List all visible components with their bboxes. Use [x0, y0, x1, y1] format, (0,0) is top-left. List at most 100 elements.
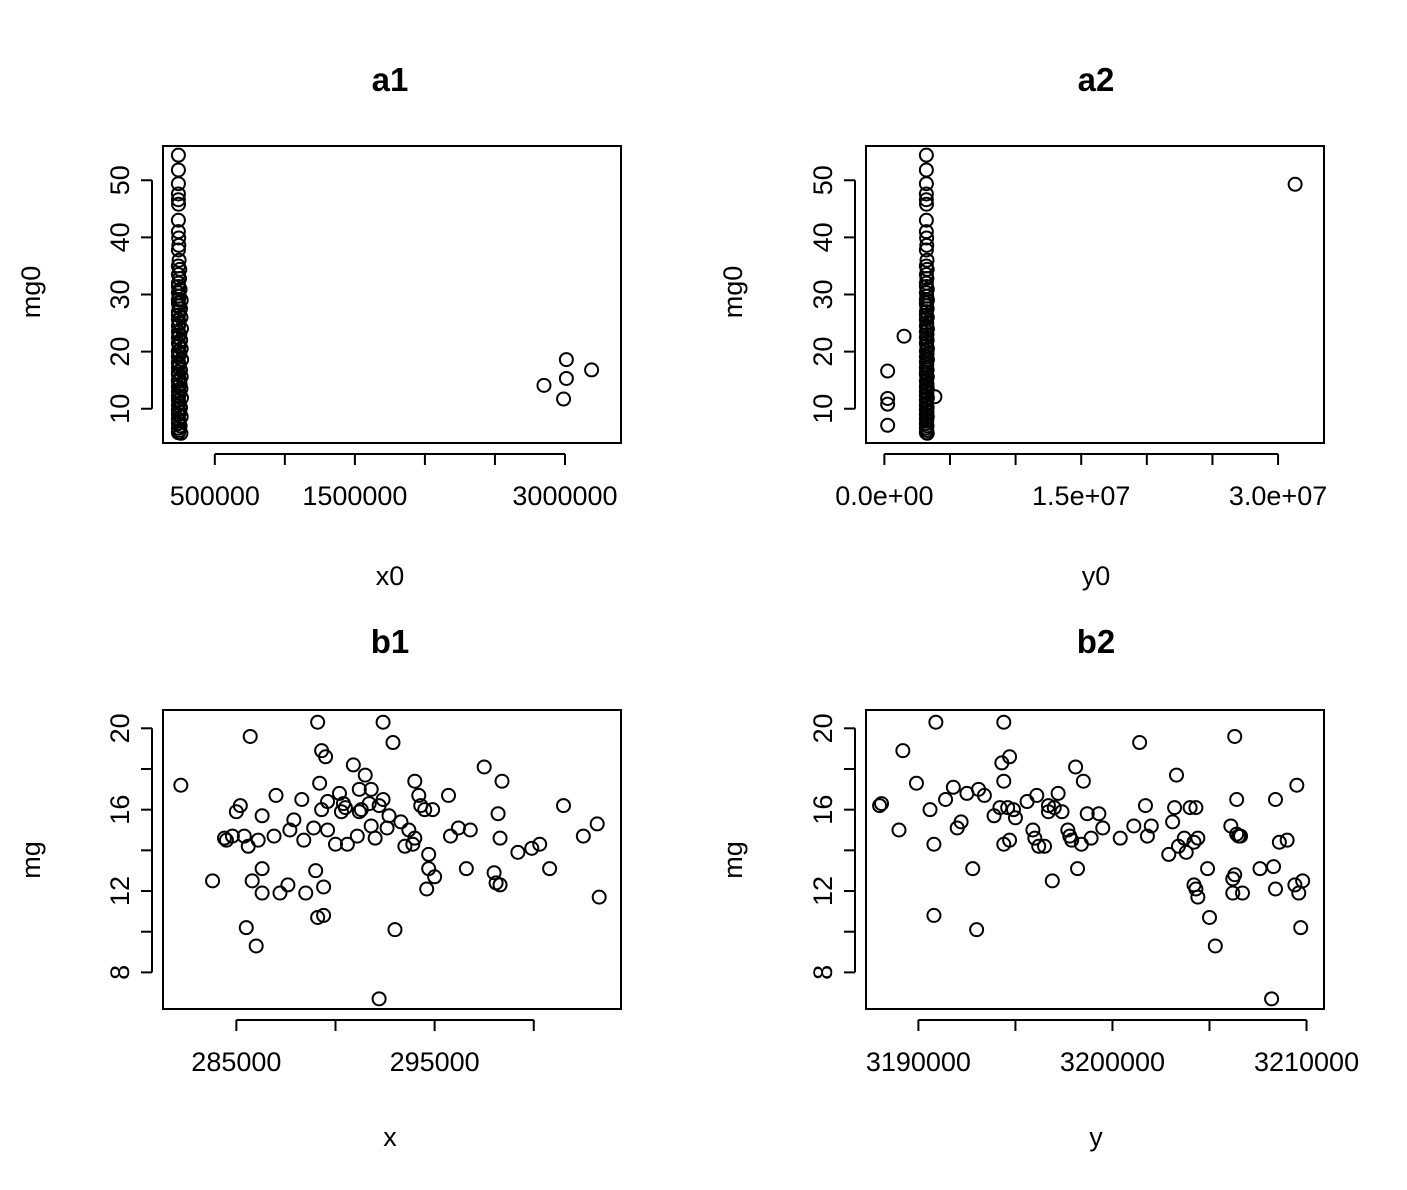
- data-point: [965, 861, 981, 877]
- data-point: [872, 798, 888, 814]
- data-point: [969, 922, 985, 938]
- data-point: [1031, 838, 1047, 854]
- x-tick-label: 3190000: [866, 1047, 971, 1077]
- data-point: [1064, 832, 1080, 848]
- data-point: [922, 802, 938, 818]
- plot-frame-a2: [865, 145, 1325, 444]
- data-point: [1227, 728, 1243, 744]
- data-point: [268, 787, 284, 803]
- y-tick-label: 40: [105, 222, 135, 252]
- panel-a2: a2 y0 mg0 0.0e+00 1.5e+07 3.0e+07 10 20 30 40 5…: [718, 61, 1327, 591]
- data-point: [375, 791, 391, 807]
- y-tick-label: 20: [808, 337, 838, 367]
- xlabel-b2: y: [1089, 1122, 1103, 1152]
- data-point: [458, 861, 474, 877]
- data-point: [419, 881, 435, 897]
- data-point: [492, 830, 508, 846]
- data-point: [421, 846, 437, 862]
- data-point: [1190, 830, 1206, 846]
- data-point: [1287, 877, 1303, 893]
- data-point: [1029, 787, 1045, 803]
- data-point: [397, 838, 413, 854]
- data-point: [294, 791, 310, 807]
- y-tick-label: 10: [808, 394, 838, 424]
- data-point: [238, 920, 254, 936]
- data-point: [1167, 800, 1183, 816]
- data-point: [337, 800, 353, 816]
- data-point: [1091, 806, 1107, 822]
- data-point: [1044, 873, 1060, 889]
- data-point: [1202, 909, 1217, 925]
- data-point: [462, 822, 478, 838]
- data-point: [171, 338, 187, 354]
- data-point: [407, 830, 423, 846]
- data-point: [976, 787, 992, 803]
- data-point: [1079, 806, 1095, 822]
- data-point: [1264, 991, 1280, 1007]
- y-tick-label: 10: [105, 394, 135, 424]
- title-a2: a2: [1078, 61, 1115, 98]
- data-point: [1188, 881, 1204, 897]
- data-point: [232, 798, 248, 814]
- data-point: [272, 885, 288, 901]
- data-point: [880, 363, 896, 379]
- data-point: [1060, 822, 1076, 838]
- data-point: [351, 804, 367, 820]
- data-point: [224, 828, 240, 844]
- data-point: [918, 162, 934, 178]
- data-point: [1229, 791, 1245, 807]
- data-point: [492, 877, 508, 893]
- data-point: [441, 787, 457, 803]
- data-point: [490, 806, 506, 822]
- data-point: [333, 804, 349, 820]
- panel-b1: b1 x mg 285000 295000 8 12 16 20: [16, 623, 622, 1152]
- data-point: [1186, 834, 1202, 850]
- data-point: [908, 775, 924, 791]
- x-tick-label: 1500000: [302, 481, 407, 511]
- data-point: [385, 735, 401, 751]
- data-point: [170, 318, 186, 334]
- data-point: [895, 743, 911, 759]
- data-point: [926, 836, 942, 852]
- data-point: [170, 186, 186, 202]
- data-point: [1271, 834, 1287, 850]
- data-point: [349, 828, 365, 844]
- data-point: [874, 796, 890, 812]
- data-point: [387, 922, 403, 938]
- panel-b2: b2 y mg 3190000 3200000 3210000 8 12 16 20: [718, 623, 1359, 1152]
- data-point: [1225, 885, 1241, 901]
- data-point: [371, 991, 387, 1007]
- ylabel-b1: mg: [16, 841, 46, 879]
- data-point: [1002, 832, 1018, 848]
- data-point: [558, 352, 574, 368]
- data-point: [1295, 873, 1311, 889]
- data-point: [170, 307, 186, 323]
- data-point: [918, 192, 934, 208]
- data-point: [880, 390, 896, 406]
- y-tick-label: 30: [808, 279, 838, 309]
- data-point: [1037, 838, 1053, 854]
- y-tick-label: 50: [808, 165, 838, 195]
- data-point: [476, 759, 492, 775]
- data-point: [524, 840, 540, 856]
- data-point: [536, 377, 552, 393]
- data-point: [1293, 920, 1309, 936]
- data-point: [170, 212, 186, 228]
- y-tick-label: 30: [105, 279, 135, 309]
- title-a1: a1: [372, 61, 409, 98]
- x-tick-label: 0.0e+00: [835, 481, 933, 511]
- data-point: [1027, 830, 1043, 846]
- data-point: [1169, 767, 1185, 783]
- data-point: [170, 372, 186, 388]
- data-point: [919, 252, 935, 268]
- data-point: [1165, 814, 1181, 830]
- data-point: [558, 370, 574, 386]
- data-point: [327, 836, 343, 852]
- title-b2: b2: [1077, 623, 1116, 660]
- data-point: [1287, 176, 1303, 192]
- y-tick-label: 20: [105, 337, 135, 367]
- y-tick-label: 8: [105, 965, 135, 980]
- data-point: [351, 781, 367, 797]
- data-point: [282, 822, 298, 838]
